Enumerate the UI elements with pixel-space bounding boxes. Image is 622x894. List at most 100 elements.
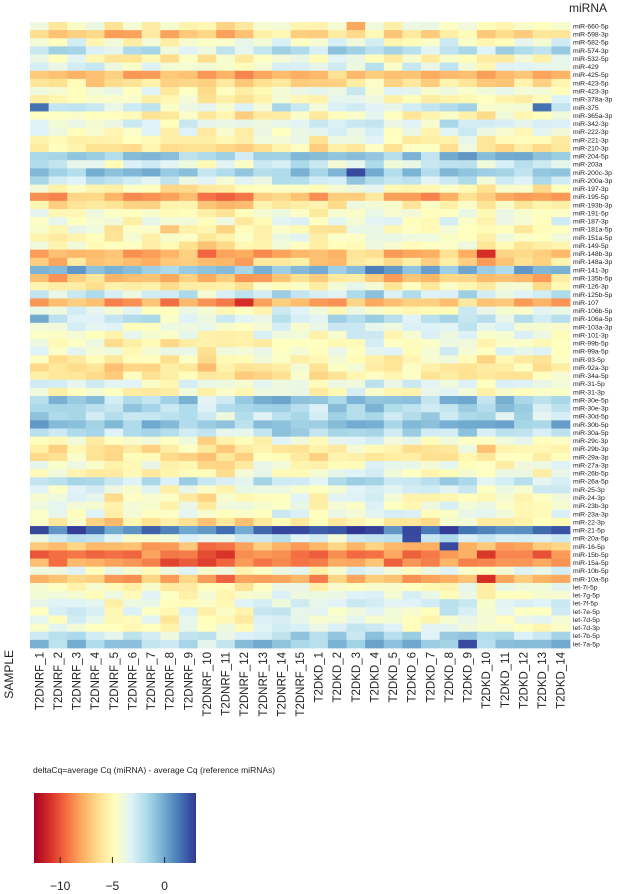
heatmap-cell (123, 387, 143, 397)
heatmap-cell (439, 534, 459, 543)
heatmap-cell (439, 176, 459, 185)
heatmap-cell (458, 534, 478, 543)
heatmap-cell (532, 469, 552, 478)
heatmap-cell (551, 395, 571, 405)
heatmap-cell (495, 160, 515, 169)
heatmap-cell (476, 623, 496, 633)
heatmap-cell (346, 103, 366, 112)
heatmap-cell (48, 517, 68, 527)
heatmap-cell (402, 135, 422, 145)
heatmap-cell (141, 339, 161, 348)
heatmap-cell (160, 574, 180, 584)
heatmap-cell (30, 631, 50, 641)
heatmap-cell (439, 542, 459, 551)
heatmap-cell (495, 265, 515, 275)
heatmap-cell (458, 631, 478, 641)
heatmap-cell (67, 249, 87, 259)
heatmap-cell (532, 314, 552, 324)
heatmap-cell (421, 168, 441, 177)
heatmap-cell (402, 257, 422, 267)
heatmap-cell (365, 615, 385, 625)
heatmap-cell (365, 493, 385, 503)
heatmap-cell (178, 582, 198, 592)
heatmap-cell (104, 436, 124, 446)
heatmap-cell (290, 30, 310, 39)
heatmap-cell (234, 485, 254, 494)
heatmap-cell (123, 631, 143, 641)
heatmap-cell (439, 95, 459, 104)
heatmap-cell (290, 404, 310, 413)
heatmap-cell (476, 298, 496, 307)
heatmap-cell (160, 298, 180, 307)
heatmap-cell (327, 404, 347, 413)
heatmap-cell (197, 428, 217, 438)
heatmap-cell (48, 38, 68, 47)
heatmap-cell (365, 526, 385, 535)
heatmap-cell (439, 469, 459, 478)
heatmap-cell (402, 87, 422, 96)
heatmap-cell (197, 127, 217, 137)
heatmap-cell (253, 469, 273, 478)
heatmap-cell (197, 501, 217, 511)
heatmap-cell (85, 363, 105, 372)
heatmap-cell (178, 95, 198, 104)
heatmap-cell (216, 103, 236, 112)
heatmap-cell (402, 412, 422, 421)
heatmap-cell (290, 160, 310, 169)
heatmap-cell (327, 152, 347, 161)
color-legend-tick-label: 0 (161, 879, 168, 893)
heatmap-cell (141, 127, 161, 137)
heatmap-cell (327, 184, 347, 194)
heatmap-cell (476, 436, 496, 446)
heatmap-cell (421, 469, 441, 478)
heatmap-cell (514, 509, 534, 519)
heatmap-cell (123, 534, 143, 543)
heatmap-cell (346, 30, 366, 39)
heatmap-cell (365, 111, 385, 120)
heatmap-cell (178, 274, 198, 283)
heatmap-cell (160, 477, 180, 486)
heatmap-cell (234, 477, 254, 486)
heatmap-cell (309, 62, 329, 72)
heatmap-cell (160, 30, 180, 39)
heatmap-cell (458, 70, 478, 80)
heatmap-cell (327, 160, 347, 169)
heatmap-cell (197, 558, 217, 568)
heatmap-cell (197, 330, 217, 340)
heatmap-cell (234, 314, 254, 324)
heatmap-cell (123, 30, 143, 39)
heatmap-cell (476, 461, 496, 470)
row-label: miR-30a-5p (573, 430, 609, 437)
row-label: let-7b-5p (573, 633, 600, 640)
heatmap-cell (458, 493, 478, 503)
heatmap-cell (365, 290, 385, 299)
heatmap-cell (216, 477, 236, 486)
heatmap-cell (48, 461, 68, 470)
heatmap-cell (123, 444, 143, 454)
heatmap-cell (178, 298, 198, 307)
heatmap-cell (48, 111, 68, 120)
heatmap-cell (197, 339, 217, 348)
heatmap-cell (197, 534, 217, 543)
heatmap-cell (178, 379, 198, 389)
heatmap-cell (327, 208, 347, 218)
heatmap-cell (514, 339, 534, 348)
heatmap-cell (476, 355, 496, 364)
heatmap-cell (30, 339, 50, 348)
heatmap-cell (327, 623, 347, 633)
heatmap-cell (141, 152, 161, 161)
heatmap-cell (476, 363, 496, 372)
heatmap-cell (327, 436, 347, 446)
heatmap-cell (253, 574, 273, 584)
heatmap-cell (383, 599, 403, 608)
heatmap-cell (30, 347, 50, 356)
heatmap-cell (234, 78, 254, 88)
heatmap-cell (141, 526, 161, 535)
heatmap-cell (85, 152, 105, 161)
heatmap-cell (476, 160, 496, 169)
heatmap-cell (402, 607, 422, 616)
heatmap-cell (30, 241, 50, 251)
heatmap-cell (402, 306, 422, 316)
heatmap-cell (346, 509, 366, 519)
heatmap-cell (514, 225, 534, 234)
